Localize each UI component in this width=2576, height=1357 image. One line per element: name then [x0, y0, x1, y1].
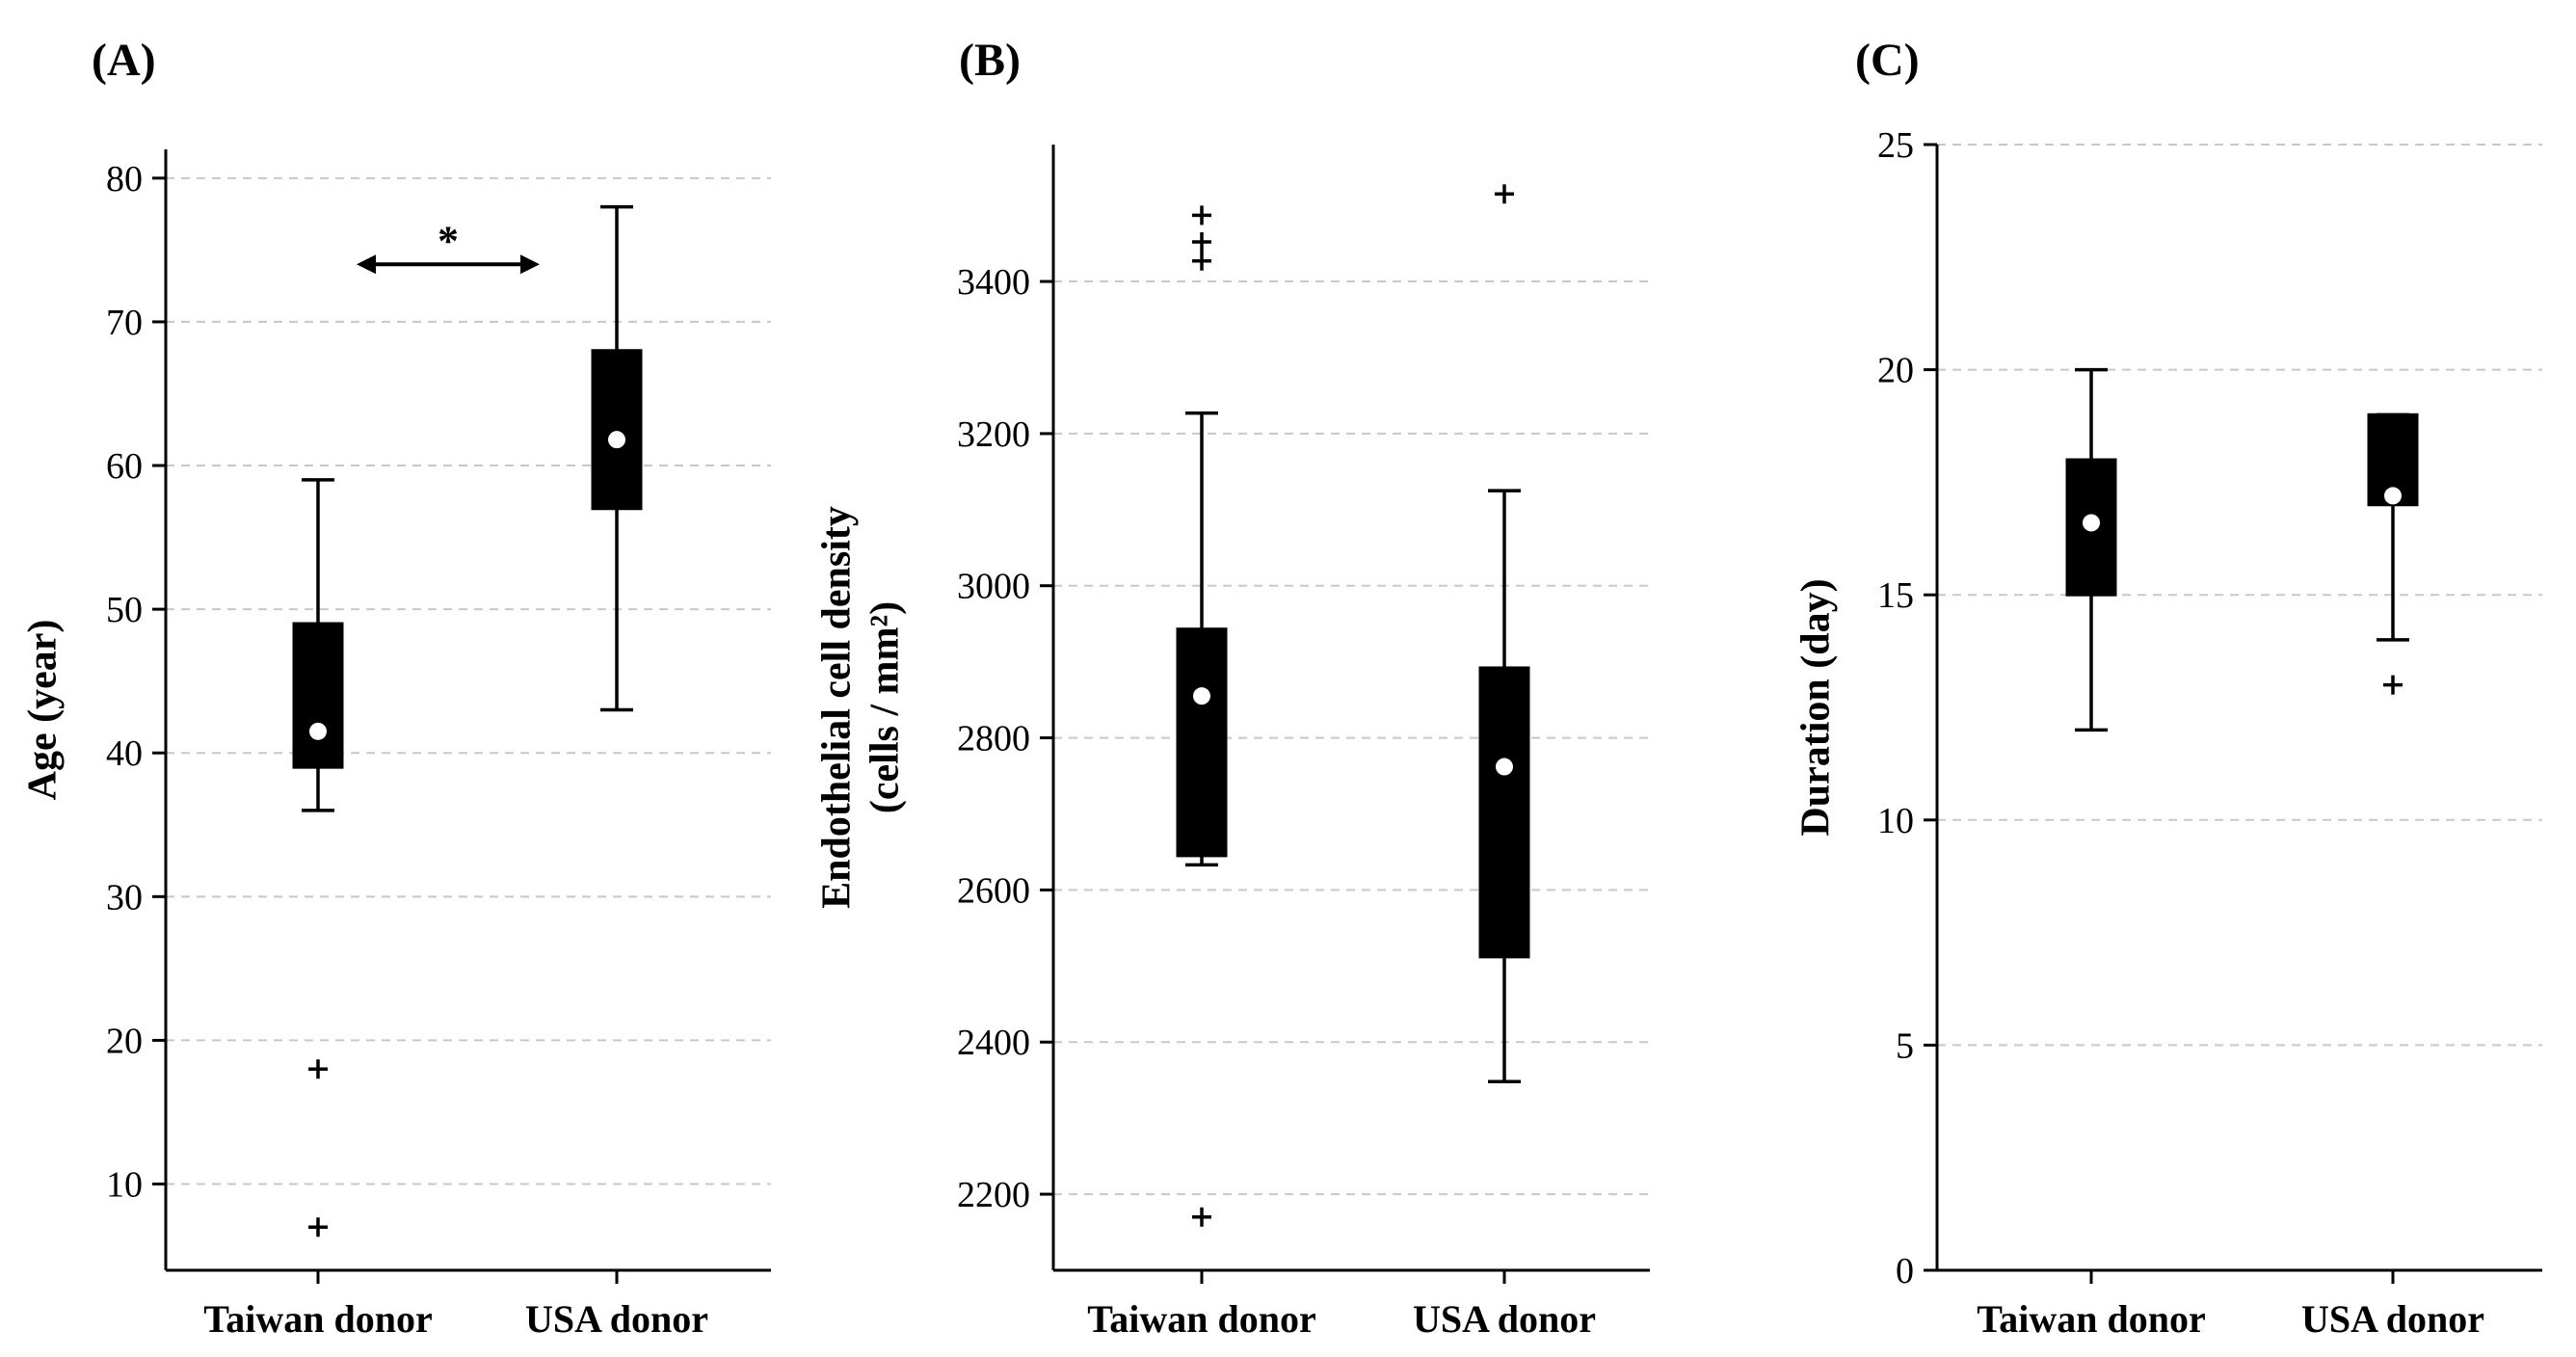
y-tick-label: 2400 — [957, 1023, 1030, 1063]
iqr-box — [292, 622, 344, 769]
box-usa: USA donor — [525, 204, 708, 1341]
outlier-marker — [1495, 184, 1514, 204]
box-usa: USA donor — [1413, 184, 1596, 1341]
box-taiwan: Taiwan donor — [1087, 205, 1316, 1341]
y-tick-label: 2200 — [957, 1175, 1030, 1215]
mean-marker — [1193, 687, 1210, 705]
y-tick-label: 2600 — [957, 870, 1030, 911]
y-tick-label: 3200 — [957, 414, 1030, 455]
box-taiwan: Taiwan donor — [1977, 367, 2206, 1341]
y-tick-label: 3000 — [957, 567, 1030, 607]
arrow-head-left — [357, 254, 376, 275]
significance-annotation: * — [357, 217, 540, 275]
y-axis-label: Age (year) — [21, 620, 66, 801]
y-tick-label: 3400 — [957, 262, 1030, 303]
y-tick-label: 60 — [106, 446, 143, 487]
iqr-box — [1478, 666, 1530, 959]
outlier-marker — [1192, 232, 1211, 253]
box-usa: USA donor — [2301, 412, 2484, 1341]
x-tick-label: USA donor — [525, 1297, 708, 1341]
panel-label: (A) — [92, 35, 156, 86]
panel-label: (B) — [959, 35, 1021, 86]
outlier-marker — [1192, 205, 1211, 226]
outlier-marker — [1192, 251, 1211, 271]
significance-star: * — [438, 217, 459, 264]
outlier-marker — [308, 1217, 328, 1237]
outlier-marker — [2383, 675, 2403, 695]
x-tick-label: Taiwan donor — [1087, 1297, 1316, 1341]
panel-c: (C) 0 5 10 15 20 25 Duration (day) Taiwan donor U… — [1794, 35, 2542, 1341]
x-tick-label: USA donor — [1413, 1297, 1596, 1341]
mean-marker — [2083, 514, 2100, 532]
y-tick-label: 5 — [1896, 1025, 1914, 1066]
x-tick-label: Taiwan donor — [1977, 1297, 2206, 1341]
panel-label: (C) — [1855, 35, 1920, 86]
y-tick-label: 20 — [1877, 351, 1914, 391]
mean-marker — [608, 431, 625, 449]
panel-a: (A) 10 20 30 40 50 60 70 80 Age (year) Taiwan dono… — [21, 35, 771, 1341]
y-tick-label: 30 — [106, 877, 143, 918]
y-tick-label: 10 — [1877, 801, 1914, 841]
x-tick-label: Taiwan donor — [203, 1297, 433, 1341]
y-tick-label: 2800 — [957, 719, 1030, 759]
y-tick-label: 20 — [106, 1021, 143, 1061]
mean-marker — [1496, 758, 1513, 776]
mean-marker — [2384, 487, 2402, 505]
outlier-marker — [308, 1059, 328, 1079]
y-tick-label: 10 — [106, 1165, 143, 1206]
y-tick-label: 25 — [1877, 125, 1914, 166]
y-axis-label: (cells / mm²) — [863, 601, 908, 813]
mean-marker — [309, 722, 327, 740]
x-tick-label: USA donor — [2301, 1297, 2484, 1341]
y-tick-label: 15 — [1877, 575, 1914, 616]
panel-b: (B) 2200 2400 2600 2800 3000 3200 3400 Endotheli… — [815, 35, 1650, 1341]
iqr-box — [1176, 627, 1228, 858]
y-axis-label: Duration (day) — [1794, 578, 1839, 836]
y-tick-label: 80 — [106, 159, 143, 200]
y-tick-label: 50 — [106, 590, 143, 630]
arrow-head-right — [520, 254, 540, 275]
box-taiwan: Taiwan donor — [203, 478, 433, 1341]
y-axis-label: Endothelial cell density — [815, 506, 860, 909]
iqr-box — [591, 349, 643, 511]
y-tick-label: 70 — [106, 303, 143, 343]
y-tick-label: 0 — [1896, 1251, 1914, 1291]
outlier-marker — [1192, 1207, 1211, 1227]
y-tick-label: 40 — [106, 733, 143, 774]
